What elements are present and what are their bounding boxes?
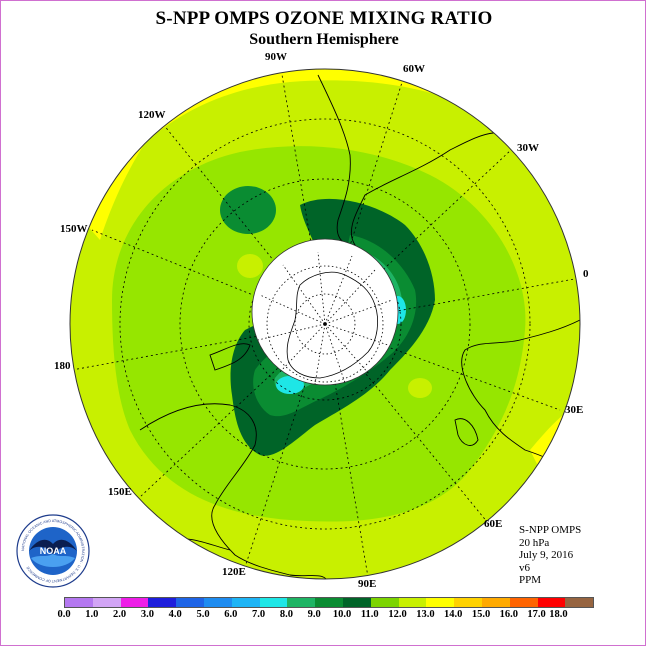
info-date: July 9, 2016 [519,549,574,562]
lon-label-90e: 90E [358,578,377,590]
colorbar-swatch [537,598,566,607]
colorbar-tick-label: 1.0 [85,609,99,620]
lon-label-0: 0 [583,268,589,280]
lon-label-90w: 90W [265,51,287,63]
madagascar-coast [454,418,479,446]
info-version: v6 [519,561,530,574]
lon-label-60w: 60W [403,63,425,75]
colorbar-tick-label: 0.0 [57,609,71,620]
colorbar-swatch [231,598,260,607]
lon-label-150w: 150W [60,223,88,235]
colorbar-tick-label: 8.0 [279,609,293,620]
field-dark-blob [220,186,276,234]
australia-coast [139,403,331,579]
colorbar-swatch [176,598,204,607]
colorbar-swatch [65,598,93,607]
lon-label-30w: 30W [517,142,539,154]
colorbar-swatch [92,598,121,607]
colorbar-swatch [509,598,538,607]
antarctica-inset [257,251,393,385]
info-units: PPM [519,574,542,587]
antarctica-coast [286,271,379,379]
colorbar-swatch [259,598,288,607]
map-border [69,68,581,580]
colorbar-swatch [426,598,455,607]
colorbar-tick-label: 17.0 [527,609,546,620]
info-level: 20 hPa [519,536,550,549]
field-cyan-2 [276,376,304,394]
new-zealand-coast [209,343,251,371]
colorbar [64,597,595,608]
colorbar-tick-label: 4.0 [168,609,182,620]
colorbar-swatch [120,598,149,607]
colorbar-swatch [148,598,177,607]
colorbar-swatch [342,598,371,607]
colorbar-swatch [454,598,482,607]
colorbar-tick-label: 3.0 [140,609,154,620]
colorbar-tick-label: 9.0 [307,609,321,620]
colorbar-tick-label: 15.0 [471,609,491,620]
colorbar-tick-label: 14.0 [444,609,463,620]
colorbar-tick-label: 13.0 [416,609,435,620]
lon-label-150e: 150E [108,486,132,498]
colorbar-swatch [481,598,510,607]
lon-label-180: 180 [54,360,71,372]
lon-label-120e: 120E [222,566,246,578]
colorbar-tick-label: 12.0 [388,609,407,620]
field-patch-2 [408,378,432,398]
africa-coast [461,319,580,471]
colorbar-tick-label: 10.0 [332,609,352,620]
info-instrument: S-NPP OMPS [519,524,582,536]
polar-night-disc [251,238,399,386]
map-title: S-NPP OMPS OZONE MIXING RATIO [155,8,493,29]
colorbar-swatch [203,598,232,607]
map-subtitle: Southern Hemisphere [249,31,399,48]
colorbar-swatch [370,598,399,607]
colorbar-tick-label: 16.0 [499,609,518,620]
noaa-logo: NOAA NATIONAL OCEANIC AND ATMOSPHERIC AD… [16,514,90,588]
colorbar-swatch [287,598,316,607]
colorbar-tick-label: 5.0 [196,609,210,620]
colorbar-tick-label: 6.0 [224,609,238,620]
field-patch-1 [237,254,263,278]
colorbar-swatch [315,598,343,607]
latitude-circles [119,118,531,530]
colorbar-tick-label: 18.0 [549,609,568,620]
colorbar-swatch [398,598,427,607]
colorbar-swatch [565,598,594,607]
lon-label-60e: 60E [484,518,503,530]
colorbar-tick-label: 11.0 [360,609,379,620]
colorbar-tick-label: 2.0 [113,609,127,620]
info-block: S-NPP OMPS 20 hPa July 9, 2016 v6 PPM [519,524,581,587]
lon-label-120w: 120W [138,109,166,121]
noaa-logo-text: NOAA [40,546,67,556]
lon-label-30e: 30E [565,404,584,416]
colorbar-tick-label: 7.0 [252,609,266,620]
